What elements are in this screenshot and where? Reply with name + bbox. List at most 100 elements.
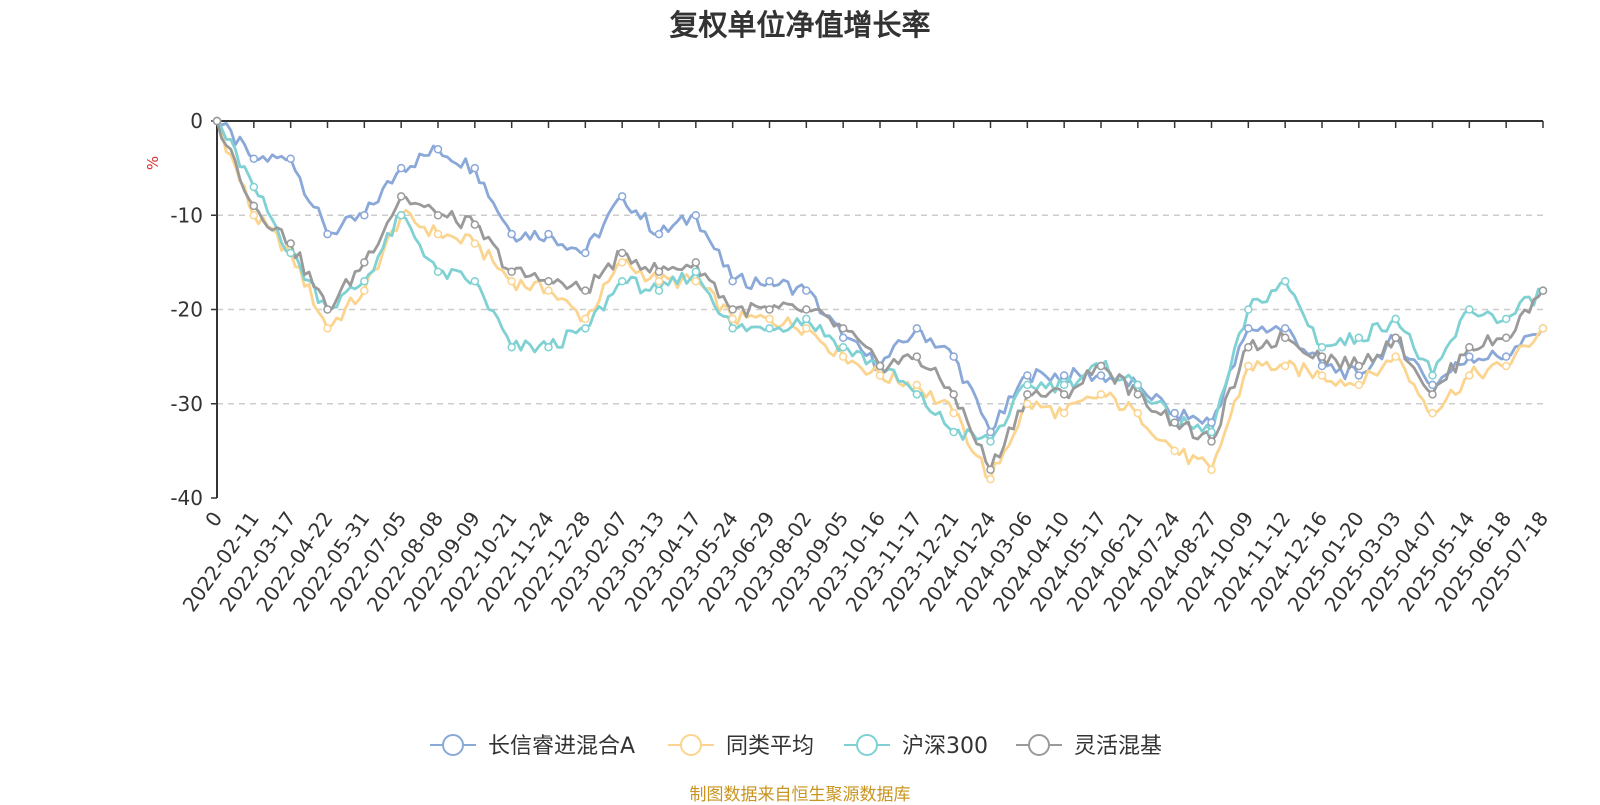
data-point <box>654 286 664 295</box>
data-point <box>249 201 259 211</box>
x-tick-label: 0 <box>200 507 227 531</box>
data-point <box>323 229 332 239</box>
data-point <box>507 267 516 277</box>
series-lines <box>215 119 1545 481</box>
legend-marker <box>442 734 464 756</box>
data-point <box>360 258 369 267</box>
data-point <box>323 305 332 314</box>
data-point <box>286 154 295 163</box>
y-tick-label: -20 <box>170 298 203 322</box>
legend-marker <box>856 734 878 756</box>
data-point <box>1059 371 1069 380</box>
data-point <box>1096 390 1106 399</box>
data-point <box>1023 390 1032 399</box>
data-point <box>581 324 590 333</box>
data-point <box>1280 333 1290 343</box>
data-point <box>912 390 922 399</box>
data-point <box>654 267 664 277</box>
legend-marker <box>680 734 702 756</box>
data-point <box>544 229 553 239</box>
data-point <box>1317 361 1327 371</box>
data-point <box>507 229 516 239</box>
data-point <box>249 211 259 220</box>
data-point <box>728 276 737 286</box>
data-point <box>323 324 332 333</box>
legend-item[interactable]: 沪深300 <box>844 734 988 759</box>
data-point <box>765 314 774 324</box>
data-point <box>1391 314 1400 324</box>
data-point <box>802 305 811 314</box>
data-point <box>617 258 627 267</box>
data-point <box>1133 390 1143 399</box>
data-point <box>360 276 369 286</box>
data-point <box>1354 371 1364 380</box>
legend-label: 长信睿进混合A <box>488 734 635 759</box>
data-point <box>249 154 259 163</box>
legend[interactable]: 长信睿进混合A 同类平均 沪深300 灵活混基 <box>430 734 1162 759</box>
y-tick-label: 0 <box>190 109 203 133</box>
data-point <box>360 286 369 295</box>
data-point <box>617 248 627 258</box>
data-point <box>470 220 480 229</box>
data-point <box>617 276 627 286</box>
data-point <box>838 342 848 352</box>
data-point <box>1465 305 1474 314</box>
y-axis-label: % <box>144 156 162 170</box>
data-point <box>396 211 406 220</box>
data-point <box>1023 380 1032 390</box>
data-point <box>433 211 443 220</box>
data-point <box>1170 446 1179 456</box>
data-point <box>912 324 922 333</box>
data-point <box>1354 333 1364 343</box>
data-point <box>360 211 369 220</box>
data-point <box>433 145 443 154</box>
legend-item[interactable]: 长信睿进混合A <box>430 734 635 759</box>
data-point <box>1465 342 1474 352</box>
data-point <box>1280 361 1290 371</box>
data-point <box>1428 380 1437 390</box>
data-point <box>1354 361 1364 371</box>
legend-label: 沪深300 <box>902 734 988 759</box>
series-line <box>215 120 1545 481</box>
data-point <box>691 267 701 277</box>
data-point <box>581 248 590 258</box>
data-point <box>1538 324 1548 333</box>
data-point <box>875 361 885 371</box>
data-point <box>912 380 922 390</box>
data-point <box>986 465 995 474</box>
data-point <box>1501 333 1511 343</box>
data-point <box>1023 371 1032 380</box>
data-point <box>470 276 480 286</box>
data-point <box>1133 408 1143 418</box>
data-point <box>1391 333 1400 343</box>
data-point <box>1096 361 1106 371</box>
series-line <box>215 120 1545 472</box>
data-point <box>617 192 627 201</box>
data-point <box>1059 390 1069 399</box>
legend-item[interactable]: 同类平均 <box>668 734 814 759</box>
data-point <box>212 116 222 126</box>
data-point <box>1428 390 1437 399</box>
y-tick-label: -10 <box>170 203 203 227</box>
line-chart: 0-10-20-30-40%02022-02-112022-03-172022-… <box>144 109 1553 759</box>
data-point <box>802 314 811 324</box>
data-point <box>1501 361 1511 371</box>
data-point <box>1096 371 1106 380</box>
data-point <box>1465 352 1474 361</box>
data-point <box>728 305 737 314</box>
data-point <box>249 182 259 192</box>
data-point <box>507 342 516 352</box>
legend-label: 灵活混基 <box>1074 734 1162 759</box>
data-point <box>1207 465 1216 474</box>
data-point <box>1317 342 1327 352</box>
data-point <box>986 474 995 484</box>
y-tick-label: -30 <box>170 392 203 416</box>
data-point <box>949 427 958 437</box>
data-point <box>396 163 406 173</box>
y-tick-label: -40 <box>170 486 203 510</box>
data-point <box>691 258 701 267</box>
legend-item[interactable]: 灵活混基 <box>1016 734 1162 759</box>
data-point <box>433 267 443 277</box>
legend-marker <box>1028 734 1050 756</box>
data-point <box>544 342 553 352</box>
